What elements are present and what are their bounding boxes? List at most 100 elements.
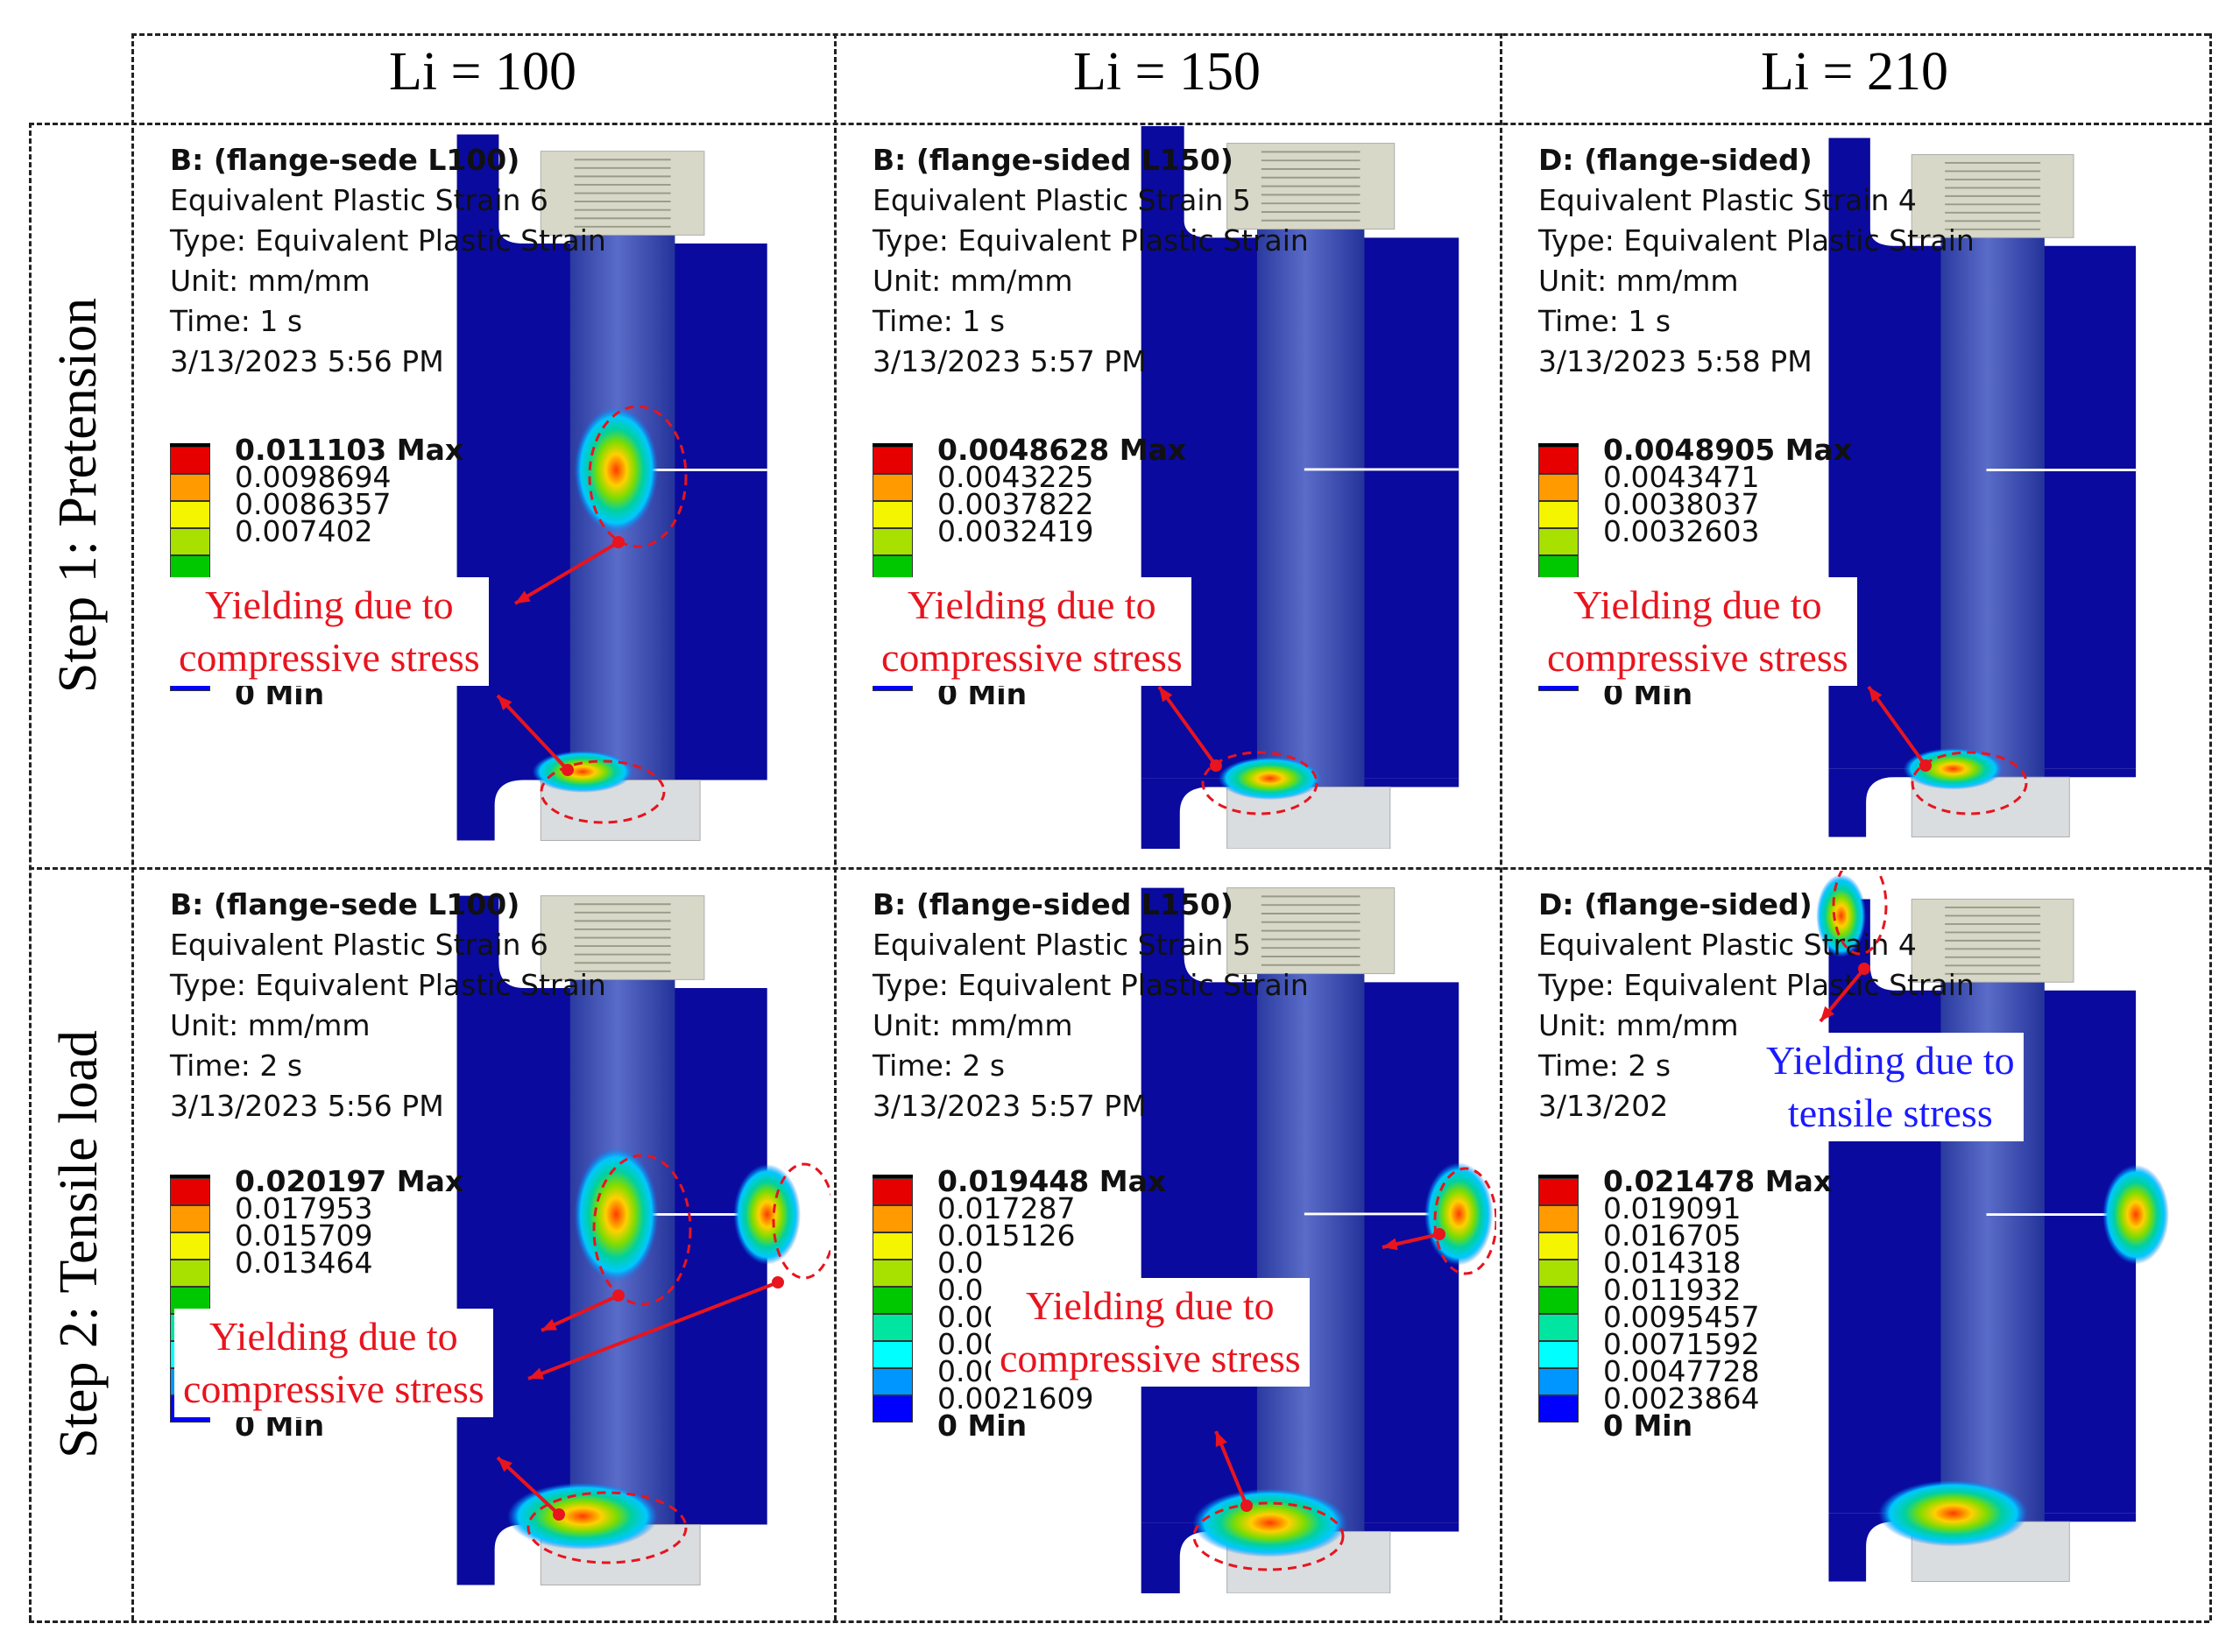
legend-color-swatch xyxy=(873,501,913,528)
legend-value-label: 0.0 xyxy=(937,1273,984,1307)
result-info-line: 3/13/2023 5:56 PM xyxy=(170,344,444,378)
result-info-block: D: (flange-sided) Equivalent Plastic Stra… xyxy=(1538,885,1975,1126)
callout-line: compressive stress xyxy=(179,635,480,680)
legend-color-swatch xyxy=(873,1205,913,1232)
column-header-li-100: Li = 100 xyxy=(388,42,577,102)
legend-value-label: 0.0098694 xyxy=(235,460,392,494)
grid-bottom-border xyxy=(29,1620,2209,1623)
legend-color-swatch xyxy=(873,447,913,474)
column-header-li-210: Li = 210 xyxy=(1760,42,1949,102)
legend-color-swatch xyxy=(873,1260,913,1287)
callout-line: Yielding due to xyxy=(1026,1283,1275,1328)
legend-color-swatch xyxy=(1538,1205,1579,1232)
result-title: D: (flange-sided) xyxy=(1538,143,1813,177)
result-info-line: Unit: mm/mm xyxy=(170,1008,371,1042)
legend-color-swatch xyxy=(873,1287,913,1314)
legend-color-swatch xyxy=(1538,528,1579,555)
result-info-line: Time: 1 s xyxy=(873,304,1006,338)
legend-value-label: 0.0043471 xyxy=(1603,460,1760,494)
legend-value-label: 0.0032419 xyxy=(937,514,1094,548)
result-info-line: Equivalent Plastic Strain 4 xyxy=(1538,928,1917,962)
result-info-line: 3/13/2023 5:58 PM xyxy=(1538,344,1813,378)
legend-color-swatch xyxy=(1538,1232,1579,1260)
legend-max-label: 0.020197 Max xyxy=(235,1164,464,1198)
result-info-block: B: (flange-sede L100) Equivalent Plastic … xyxy=(170,885,606,1126)
legend-color-swatch xyxy=(170,474,210,501)
lower-plate xyxy=(1141,778,1459,849)
callout-line: Yielding due to xyxy=(1573,582,1822,627)
yielding-callout: Yielding due to compressive stress xyxy=(873,577,1191,686)
legend-color-swatch xyxy=(873,1368,913,1395)
result-info-line: Unit: mm/mm xyxy=(170,264,371,298)
result-info-line: Equivalent Plastic Strain 5 xyxy=(873,183,1251,217)
result-info-line: Equivalent Plastic Strain 4 xyxy=(1538,183,1917,217)
callout-line: Yielding due to xyxy=(205,582,454,627)
legend-value-label: 0.0037822 xyxy=(937,487,1094,521)
result-info-line: 3/13/202 xyxy=(1538,1089,1669,1123)
legend-color-swatch xyxy=(170,1178,210,1205)
legend-value-label: 0.013464 xyxy=(235,1246,373,1280)
grid-header-separator xyxy=(29,123,2209,125)
result-title: B: (flange-sided L150) xyxy=(873,143,1233,177)
callout-line: compressive stress xyxy=(183,1366,484,1411)
legend-color-swatch xyxy=(170,1205,210,1232)
lower-plate xyxy=(456,1515,767,1585)
legend-max-label: 0.019448 Max xyxy=(937,1164,1167,1198)
legend-color-swatch xyxy=(170,1260,210,1287)
legend-value-label: 0.011932 xyxy=(1603,1273,1742,1307)
bolt-shank xyxy=(1940,187,2045,778)
legend-value-label: 0.0021609 xyxy=(937,1381,1094,1415)
callout-line: compressive stress xyxy=(881,635,1183,680)
legend-color-swatch xyxy=(1538,1314,1579,1341)
legend-value-label: 0.017287 xyxy=(937,1191,1076,1225)
legend-value-label: 0.0071592 xyxy=(1603,1327,1760,1361)
callout-line: tensile stress xyxy=(1787,1091,1993,1135)
result-info-block: B: (flange-sided L150) Equivalent Plastic… xyxy=(873,885,1309,1126)
grid-label-separator xyxy=(131,33,134,1620)
row-header-tensile-load: Step 2: Tensile load xyxy=(48,1029,109,1458)
result-info-line: Type: Equivalent Plastic Strain xyxy=(1538,968,1975,1002)
result-info-line: Type: Equivalent Plastic Strain xyxy=(873,968,1309,1002)
lower-plate xyxy=(456,771,767,841)
result-info-line: Type: Equivalent Plastic Strain xyxy=(170,968,606,1002)
result-info-line: 3/13/2023 5:57 PM xyxy=(873,344,1147,378)
legend-color-swatch xyxy=(170,1232,210,1260)
legend-color-swatch xyxy=(1538,1287,1579,1314)
result-info-line: Equivalent Plastic Strain 6 xyxy=(170,928,548,962)
callout-line: Yielding due to xyxy=(209,1314,458,1359)
legend-value-label: 0.007402 xyxy=(235,514,373,548)
callout-line: Yielding due to xyxy=(1766,1038,2015,1083)
legend-value-label: 0.0047728 xyxy=(1603,1354,1760,1388)
result-info-line: Equivalent Plastic Strain 5 xyxy=(873,928,1251,962)
legend-value-label: 0.015126 xyxy=(937,1218,1076,1253)
grid-col-separator-2 xyxy=(1500,33,1502,1620)
grid-left-border xyxy=(29,123,32,1620)
result-title: D: (flange-sided) xyxy=(1538,887,1813,921)
bolt-shank xyxy=(1940,932,2045,1522)
yielding-callout: Yielding due to compressive stress xyxy=(170,577,489,686)
legend-value-label: 0.0043225 xyxy=(937,460,1094,494)
result-title: B: (flange-sede L100) xyxy=(170,143,520,177)
result-info-line: Time: 1 s xyxy=(1538,304,1671,338)
yielding-callout: Yielding due to compressive stress xyxy=(991,1278,1310,1387)
legend-color-swatch xyxy=(170,501,210,528)
callout-line: compressive stress xyxy=(1547,635,1848,680)
yielding-callout: Yielding due to compressive stress xyxy=(174,1309,493,1417)
legend-value-label: 0.016705 xyxy=(1603,1218,1742,1253)
legend-color-swatch xyxy=(873,1232,913,1260)
result-info-line: Unit: mm/mm xyxy=(1538,264,1739,298)
legend-value-label: 0.015709 xyxy=(235,1218,373,1253)
result-info-line: Time: 2 s xyxy=(873,1048,1006,1083)
legend-color-swatch xyxy=(1538,1395,1579,1423)
legend-color-swatch xyxy=(1538,447,1579,474)
legend-value-label: 0.017953 xyxy=(235,1191,373,1225)
result-info-line: Unit: mm/mm xyxy=(1538,1008,1739,1042)
result-info-line: Unit: mm/mm xyxy=(873,264,1073,298)
result-info-block: B: (flange-sided L150) Equivalent Plastic… xyxy=(873,140,1309,382)
legend-value-label: 0.0038037 xyxy=(1603,487,1760,521)
column-header-li-150: Li = 150 xyxy=(1072,42,1261,102)
legend-color-swatch xyxy=(1538,1178,1579,1205)
grid-top-border xyxy=(131,33,2209,36)
yielding-callout: Yielding due to compressive stress xyxy=(1538,577,1857,686)
legend-min-label: 0 Min xyxy=(1603,1408,1693,1443)
